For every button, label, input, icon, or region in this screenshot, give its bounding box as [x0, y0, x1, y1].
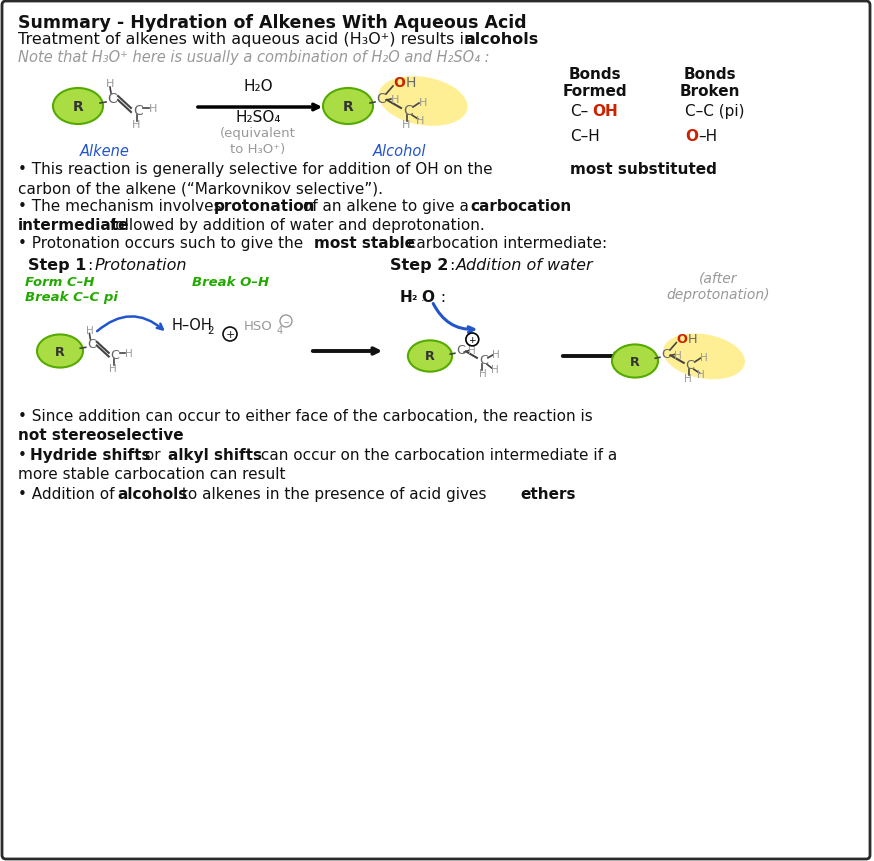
Text: C: C: [456, 344, 465, 356]
Text: –H: –H: [698, 129, 718, 144]
Text: C: C: [108, 92, 117, 106]
Text: H: H: [700, 353, 708, 362]
Text: Bonds
Formed: Bonds Formed: [563, 67, 628, 99]
Text: of an alkene to give a: of an alkene to give a: [298, 199, 474, 214]
Text: R: R: [343, 100, 353, 114]
Text: 2: 2: [207, 325, 213, 336]
Text: ethers: ethers: [520, 486, 575, 501]
Text: C: C: [479, 354, 488, 367]
Text: • Addition of: • Addition of: [18, 486, 120, 501]
Text: HSO: HSO: [244, 319, 273, 332]
Text: • Protonation occurs such to give the: • Protonation occurs such to give the: [18, 236, 309, 251]
Text: Alcohol: Alcohol: [373, 144, 427, 158]
Text: more stable carbocation can result: more stable carbocation can result: [18, 467, 286, 481]
Text: H–OH: H–OH: [172, 318, 212, 333]
Text: • The mechanism involves: • The mechanism involves: [18, 199, 226, 214]
Text: Form C–H: Form C–H: [25, 276, 94, 288]
Text: Note that H₃O⁺ here is usually a combination of H₂O and H₂SO₄ :: Note that H₃O⁺ here is usually a combina…: [18, 50, 489, 65]
Text: alcohols: alcohols: [464, 32, 538, 47]
Text: H: H: [149, 104, 157, 114]
Text: •: •: [18, 448, 31, 462]
Ellipse shape: [378, 77, 468, 127]
Text: most stable: most stable: [314, 236, 415, 251]
Text: :: :: [450, 257, 461, 273]
Text: :: :: [88, 257, 99, 273]
Text: O: O: [421, 289, 434, 305]
Text: Treatment of alkenes with aqueous acid (H₃O⁺) results in: Treatment of alkenes with aqueous acid (…: [18, 32, 479, 47]
Text: H: H: [468, 346, 476, 356]
Text: H: H: [416, 116, 424, 126]
Text: or: or: [140, 448, 165, 462]
Text: not stereoselective: not stereoselective: [18, 428, 184, 443]
Text: most substituted: most substituted: [570, 162, 717, 177]
Text: H: H: [391, 95, 399, 105]
Text: Step 1: Step 1: [28, 257, 87, 273]
Text: (equivalent
to H₃O⁺): (equivalent to H₃O⁺): [220, 127, 296, 156]
Text: H: H: [419, 98, 427, 108]
Text: H: H: [125, 349, 133, 358]
Text: followed by addition of water and deprotonation.: followed by addition of water and deprot…: [105, 218, 485, 232]
Text: C: C: [133, 104, 142, 118]
Ellipse shape: [612, 345, 658, 378]
Text: H: H: [86, 325, 94, 336]
Text: –: –: [283, 317, 288, 326]
Text: H: H: [109, 363, 117, 373]
Text: OH: OH: [592, 104, 618, 119]
Text: can occur on the carbocation intermediate if a: can occur on the carbocation intermediat…: [256, 448, 617, 462]
Text: Bonds
Broken: Bonds Broken: [680, 67, 740, 99]
Ellipse shape: [53, 89, 103, 125]
Text: H: H: [400, 289, 413, 305]
Text: C–H: C–H: [570, 129, 600, 144]
Text: carbocation intermediate:: carbocation intermediate:: [403, 236, 607, 251]
Text: C–: C–: [570, 104, 588, 119]
Text: alcohols: alcohols: [117, 486, 187, 501]
Ellipse shape: [663, 334, 745, 380]
Text: alkyl shifts: alkyl shifts: [168, 448, 262, 462]
Text: H: H: [106, 79, 114, 89]
Text: +: +: [468, 336, 476, 344]
Ellipse shape: [323, 89, 373, 125]
Text: to alkenes in the presence of acid gives: to alkenes in the presence of acid gives: [177, 486, 491, 501]
Text: Break O–H: Break O–H: [192, 276, 269, 288]
Text: C: C: [111, 349, 120, 362]
Text: O: O: [685, 129, 698, 144]
Text: ₂: ₂: [411, 289, 416, 303]
Text: +: +: [225, 330, 235, 339]
Text: O: O: [393, 76, 405, 90]
Text: H: H: [479, 369, 486, 378]
Ellipse shape: [37, 335, 83, 369]
Text: C: C: [87, 338, 96, 350]
Text: carbocation: carbocation: [470, 199, 572, 214]
Text: • This reaction is generally selective for addition of OH on the: • This reaction is generally selective f…: [18, 162, 497, 177]
Text: H: H: [688, 333, 697, 346]
Text: H: H: [684, 373, 692, 383]
Text: carbon of the alkene (“Markovnikov selective”).: carbon of the alkene (“Markovnikov selec…: [18, 181, 383, 195]
Text: H: H: [697, 369, 705, 380]
Text: H: H: [132, 120, 140, 130]
Text: intermediate: intermediate: [18, 218, 129, 232]
Text: Addition of water: Addition of water: [456, 257, 593, 273]
Text: H₂SO₄: H₂SO₄: [235, 110, 281, 125]
Text: H: H: [492, 350, 500, 360]
Text: deprotonation): deprotonation): [666, 288, 770, 301]
Text: H₂O: H₂O: [243, 79, 273, 94]
Text: Protonation: Protonation: [95, 257, 188, 273]
Text: ··: ··: [421, 295, 428, 306]
Text: Break C–C pi: Break C–C pi: [25, 291, 118, 304]
Text: C: C: [403, 104, 413, 118]
Text: Alkene: Alkene: [80, 144, 130, 158]
Ellipse shape: [408, 341, 452, 372]
Text: C: C: [686, 359, 695, 372]
Text: C: C: [661, 348, 669, 361]
Text: R: R: [55, 345, 65, 358]
Text: C: C: [376, 92, 386, 106]
Text: R: R: [425, 350, 435, 363]
Text: H: H: [675, 350, 682, 360]
Text: protonation: protonation: [214, 199, 316, 214]
Text: H: H: [402, 120, 410, 130]
Text: Summary - Hydration of Alkenes With Aqueous Acid: Summary - Hydration of Alkenes With Aque…: [18, 14, 527, 32]
Text: :: :: [436, 289, 446, 305]
Text: O: O: [676, 333, 687, 346]
Text: H: H: [406, 76, 416, 90]
